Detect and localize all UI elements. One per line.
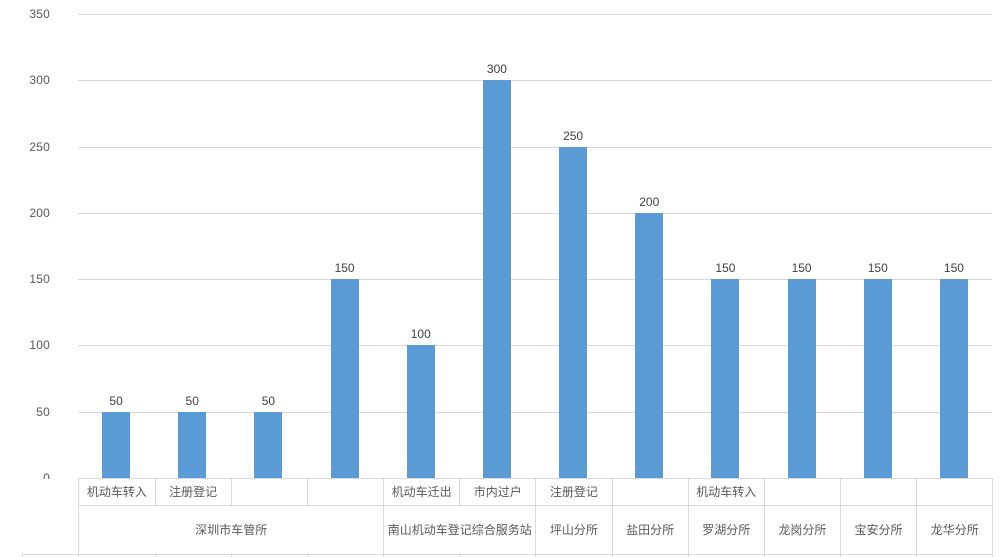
table-cell: 150 [916, 554, 994, 557]
bar-value-label: 250 [563, 128, 584, 143]
table-cell [306, 478, 385, 506]
bar-value-label: 150 [334, 261, 355, 276]
table-cell: 龙华分所 [916, 505, 994, 555]
table-corner-cell-2 [22, 505, 79, 555]
bar[interactable] [559, 146, 588, 478]
bar[interactable] [102, 411, 131, 478]
table-cell: 150 [306, 554, 385, 557]
bar-slot: 150 [840, 14, 916, 478]
table-cell: 机动车迁出 [383, 478, 461, 506]
bar[interactable] [254, 411, 283, 478]
table-cell: 龙岗分所 [763, 505, 841, 555]
table-cell: 300 [459, 554, 537, 557]
bar-value-label: 50 [185, 393, 199, 408]
table-cell [230, 478, 308, 506]
table-cell: 罗湖分所 [687, 505, 765, 555]
table-row-category-level1: 机动车转入 注册登记 机动车迁出 市内过户 注册登记 机动车转入 [22, 478, 994, 506]
gridline [78, 14, 992, 15]
bar-slot: 150 [307, 14, 383, 478]
bar-value-label: 100 [410, 327, 431, 342]
bar-value-label: 50 [109, 393, 123, 408]
bar-value-label: 300 [486, 62, 507, 77]
bar[interactable] [406, 345, 435, 478]
bar[interactable] [330, 279, 359, 478]
gridline [78, 411, 992, 413]
y-axis-tick-label: 100 [29, 338, 50, 353]
gridline [78, 345, 992, 347]
bar[interactable] [178, 411, 207, 478]
y-axis: 350 300 250 200 150 100 50 0 [0, 0, 78, 557]
table-corner-cell [22, 478, 79, 506]
y-axis-tick-label: 200 [29, 205, 50, 220]
legend-cell: 预约量 [21, 554, 80, 557]
bar-slot: 100 [383, 14, 459, 478]
table-cell: 南山机动车登记综合服务站 [383, 505, 537, 555]
table-cell: 深圳市车管所 [78, 505, 385, 555]
bar-value-label: 150 [867, 261, 888, 276]
y-axis-tick-label: 250 [29, 139, 50, 154]
bar-slot: 50 [230, 14, 306, 478]
bar-value-label: 150 [943, 261, 964, 276]
table-cell: 盐田分所 [611, 505, 689, 555]
table-cell [916, 478, 994, 506]
table-cell: 注册登记 [535, 478, 613, 506]
bar[interactable] [863, 279, 892, 478]
bar-slot: 200 [611, 14, 687, 478]
gridline [78, 146, 992, 148]
table-cell [611, 478, 689, 506]
y-axis-tick-label: 300 [29, 73, 50, 88]
bar-value-label: 50 [261, 393, 276, 408]
bar[interactable] [939, 279, 968, 478]
data-table: 机动车转入 注册登记 机动车迁出 市内过户 注册登记 机动车转入 深圳市车管所 南山机动车登… [21, 478, 994, 557]
gridline [78, 279, 992, 281]
bar-slot: 150 [764, 14, 840, 478]
bar-value-label: 150 [791, 261, 812, 276]
table-cell: 市内过户 [459, 478, 537, 506]
bar[interactable] [635, 212, 664, 478]
y-axis-tick-label: 0 [4, 472, 50, 484]
y-axis-tick-label: 350 [29, 7, 50, 21]
y-axis-tick-label: 150 [29, 272, 50, 287]
bar[interactable] [711, 279, 740, 478]
plot-area: 50 50 50 150 100 300 250 200 150 150 150 150 [78, 14, 992, 479]
y-axis-tick-label: 50 [36, 404, 50, 419]
gridline [78, 80, 992, 82]
bar-slot: 50 [78, 14, 154, 478]
bar-slot: 250 [535, 14, 611, 478]
bar-slot: 300 [459, 14, 535, 478]
table-cell: 注册登记 [154, 478, 232, 506]
bar-slot: 50 [154, 14, 230, 478]
bar-slot: 150 [916, 14, 992, 478]
table-cell [763, 478, 841, 506]
table-cell [839, 478, 918, 506]
bar-value-label: 150 [715, 261, 736, 276]
table-cell: 宝安分所 [839, 505, 918, 555]
bar-slot: 150 [687, 14, 763, 478]
bar-value-label: 200 [639, 194, 660, 209]
table-cell: 坪山分所 [535, 505, 613, 555]
table-row-category-level2: 深圳市车管所 南山机动车登记综合服务站 坪山分所 盐田分所 罗湖分所 龙岗分所 宝安分所 龙华… [22, 505, 994, 555]
bar[interactable] [482, 80, 511, 478]
table-cell: 机动车转入 [687, 478, 765, 506]
bar[interactable] [787, 279, 816, 478]
table-cell: 机动车转入 [78, 478, 156, 506]
gridline [78, 212, 992, 214]
